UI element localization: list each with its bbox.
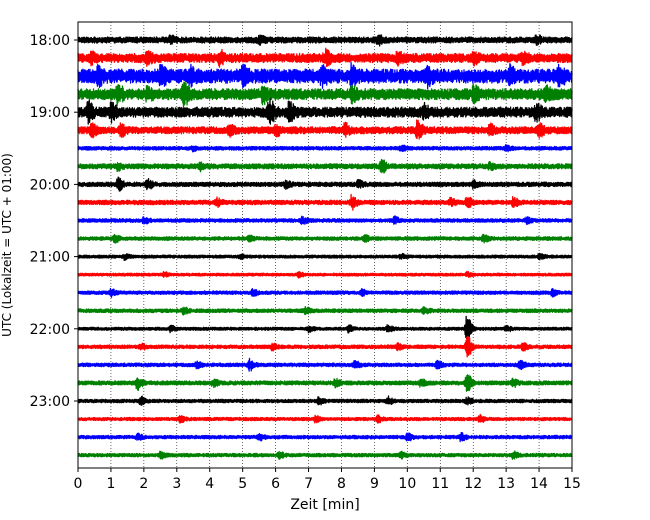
x-tick-label-10: 10 [398,476,416,492]
x-axis-ticks: 0 1 2 3 4 5 6 7 8 9 10 11 12 13 14 15 [74,468,581,492]
trace-1845 [77,81,573,108]
x-tick-label-15: 15 [563,476,581,492]
x-tick-label-0: 0 [74,476,83,492]
y-tick-label-3: 21:00 [30,250,70,266]
y-axis-label: UTC (Lokalzeit = UTC + 01:00) [0,153,14,337]
trace-2200 [77,315,573,340]
x-tick-label-3: 3 [172,476,181,492]
x-tick-label-8: 8 [337,476,346,492]
trace-2215 [77,335,573,358]
x-tick-label-13: 13 [497,476,515,492]
x-tick-label-5: 5 [238,476,247,492]
trace-2030 [77,215,573,225]
x-tick-label-12: 12 [464,476,482,492]
trace-group [77,34,573,460]
x-tick-label-4: 4 [205,476,214,492]
y-tick-label-0: 18:00 [30,33,70,49]
trace-1945 [77,158,573,174]
trace-2130 [77,287,573,298]
trace-2245 [77,374,573,392]
trace-1830 [77,62,573,90]
trace-2145 [77,306,573,316]
trace-1900 [77,97,573,125]
x-axis-label: Zeit [min] [290,497,359,513]
x-tick-label-9: 9 [370,476,379,492]
trace-2315 [77,413,573,424]
trace-2100 [77,252,573,262]
y-tick-label-1: 19:00 [30,105,70,121]
trace-2345 [77,450,573,460]
x-tick-label-1: 1 [106,476,115,492]
trace-2045 [77,233,573,244]
trace-2330 [77,431,573,443]
x-tick-label-6: 6 [271,476,280,492]
trace-1915 [77,119,573,140]
trace-1800 [77,34,573,47]
x-tick-label-2: 2 [139,476,148,492]
y-tick-label-2: 20:00 [30,177,70,193]
x-grid [110,22,540,468]
trace-1815 [77,47,573,68]
y-tick-label-4: 22:00 [30,322,70,338]
trace-2115 [77,270,573,279]
trace-2230 [77,357,573,372]
x-tick-label-14: 14 [530,476,548,492]
x-tick-label-7: 7 [304,476,313,492]
y-axis-ticks: 18:00 19:00 20:00 21:00 22:00 23:00 [30,33,78,410]
x-tick-label-11: 11 [431,476,449,492]
trace-2000 [77,176,573,192]
trace-2300 [77,395,573,406]
trace-2015 [77,193,573,211]
trace-1930 [77,144,573,153]
plot-frame [77,21,573,469]
y-tick-label-5: 23:00 [30,394,70,410]
